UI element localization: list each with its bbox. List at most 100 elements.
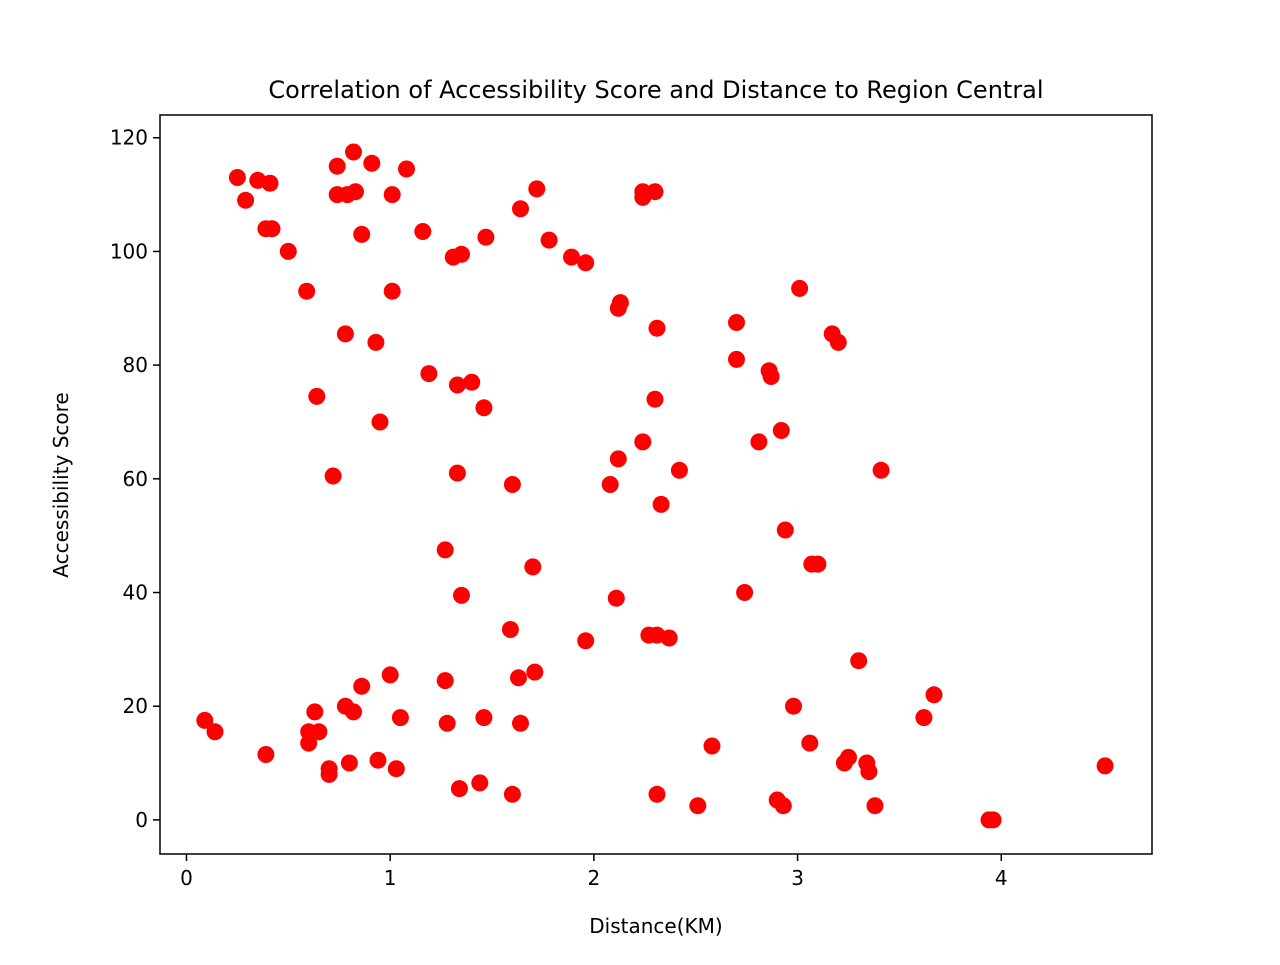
data-point-39: [609, 299, 627, 317]
data-point-35: [563, 248, 580, 266]
data-point-101: [353, 677, 371, 695]
data-point-19: [336, 325, 354, 343]
data-point-42: [646, 183, 664, 201]
data-point-103: [345, 703, 362, 721]
data-point-20: [367, 333, 385, 351]
data-point-21: [308, 387, 326, 405]
data-point-106: [320, 765, 338, 783]
data-point-0: [228, 169, 246, 186]
data-point-59: [872, 461, 890, 479]
y-tick-label-0: 0: [135, 808, 148, 832]
data-point-2: [261, 174, 279, 192]
data-point-81: [860, 763, 878, 781]
chart-title: Correlation of Accessibility Score and D…: [268, 76, 1043, 104]
y-tick-label-6: 120: [110, 126, 148, 150]
data-point-30: [475, 399, 493, 417]
data-point-96: [438, 714, 456, 732]
data-point-94: [450, 780, 468, 798]
data-point-58: [829, 333, 847, 351]
data-point-65: [453, 586, 470, 604]
data-point-29: [463, 373, 481, 391]
data-point-18: [383, 282, 401, 300]
data-point-9: [345, 143, 362, 161]
data-point-53: [762, 368, 780, 385]
data-point-44: [646, 390, 664, 408]
data-point-89: [526, 663, 544, 681]
data-point-88: [510, 669, 527, 687]
y-tick-label-5: 100: [110, 239, 148, 263]
data-point-91: [503, 785, 521, 803]
data-point-33: [528, 180, 546, 198]
data-point-14: [353, 225, 371, 243]
data-point-16: [398, 160, 415, 178]
y-tick-label-2: 40: [123, 581, 148, 605]
data-point-99: [387, 760, 405, 778]
data-point-112: [196, 711, 214, 729]
data-point-50: [728, 314, 745, 331]
data-point-83: [703, 737, 721, 755]
data-point-7: [298, 282, 316, 300]
data-point-98: [391, 709, 409, 727]
data-point-49: [670, 461, 688, 479]
x-tick-label-1: 1: [384, 866, 397, 890]
data-point-43: [648, 319, 666, 337]
data-point-32: [512, 200, 529, 218]
x-tick-label-2: 2: [588, 866, 601, 890]
data-point-100: [369, 751, 387, 769]
data-point-56: [791, 279, 809, 297]
data-point-46: [609, 450, 627, 468]
data-point-116: [1096, 757, 1114, 775]
data-point-86: [689, 797, 707, 815]
x-tick-label-4: 4: [995, 866, 1008, 890]
data-point-93: [471, 774, 489, 792]
data-point-60: [776, 521, 794, 539]
data-point-15: [383, 186, 401, 204]
data-point-3: [237, 191, 255, 209]
data-point-48: [652, 495, 670, 513]
data-point-24: [420, 365, 438, 383]
data-point-66: [524, 558, 542, 576]
data-point-79: [835, 754, 853, 772]
data-point-5: [263, 220, 281, 238]
data-point-27: [477, 228, 495, 246]
data-point-22: [371, 413, 389, 431]
plot-area-frame: [159, 114, 1153, 855]
data-point-26: [453, 245, 470, 263]
data-point-107: [306, 703, 324, 721]
data-point-6: [279, 242, 297, 260]
data-point-54: [772, 422, 790, 439]
x-axis-ticks: 0 1 2 3 4: [180, 854, 1008, 890]
data-point-64: [436, 541, 454, 559]
data-point-13: [347, 183, 364, 201]
data-point-87: [648, 785, 666, 803]
data-point-10: [363, 154, 381, 172]
data-point-31: [448, 464, 466, 482]
x-axis-label: Distance(KM): [589, 914, 722, 938]
data-point-55: [750, 433, 768, 451]
data-point-115: [984, 811, 1002, 829]
y-tick-label-1: 20: [123, 694, 148, 718]
data-point-82: [866, 797, 884, 815]
data-point-90: [512, 714, 529, 732]
points-layer: [196, 143, 1114, 829]
y-axis-ticks: 0 20 40 60 80 100 120: [110, 126, 160, 832]
data-point-47: [601, 476, 619, 493]
data-point-34: [540, 231, 558, 249]
data-point-28: [448, 376, 466, 394]
data-point-74: [925, 686, 943, 704]
data-point-85: [774, 797, 792, 815]
data-point-92: [475, 709, 493, 727]
x-tick-label-0: 0: [180, 866, 193, 890]
data-point-75: [915, 709, 933, 727]
data-point-62: [809, 555, 827, 573]
data-point-76: [785, 697, 802, 715]
data-point-113: [206, 723, 224, 741]
data-point-36: [577, 254, 595, 272]
y-axis-label: Accessibility Score: [49, 392, 73, 577]
data-point-77: [801, 734, 819, 752]
data-point-72: [660, 629, 678, 647]
data-point-23: [324, 467, 342, 485]
y-tick-label-3: 60: [123, 467, 148, 491]
